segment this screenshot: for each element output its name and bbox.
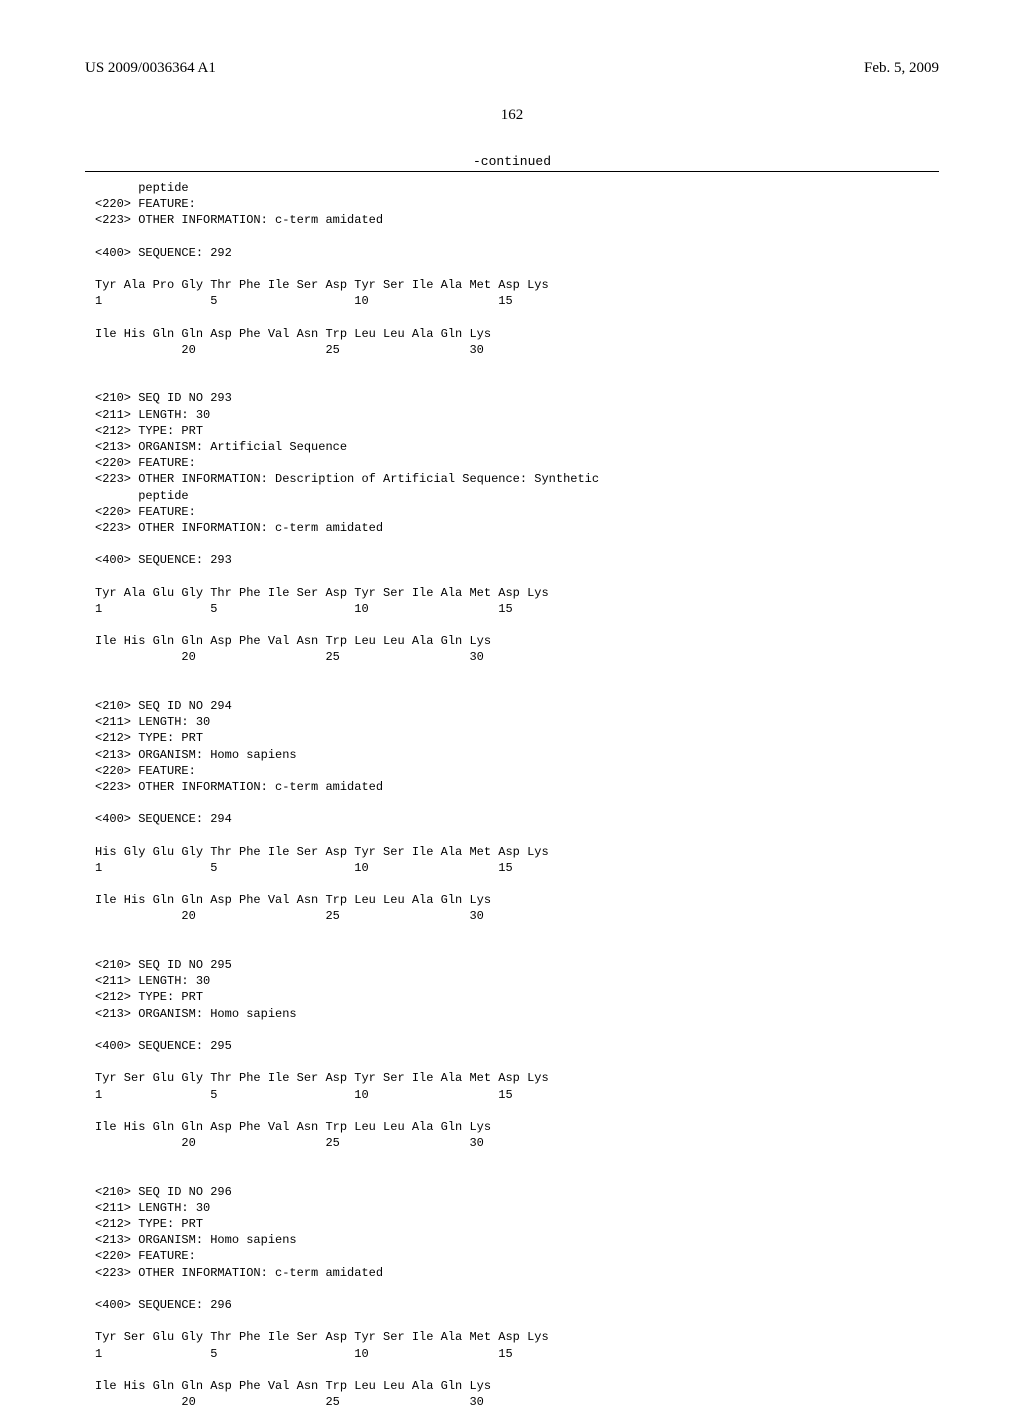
page-container: US 2009/0036364 A1 Feb. 5, 2009 162 -con… bbox=[0, 0, 1024, 1320]
sequence-gap bbox=[95, 666, 939, 698]
sequence-block-296: <210> SEQ ID NO 296 <211> LENGTH: 30 <21… bbox=[95, 1184, 939, 1410]
page-number: 162 bbox=[85, 107, 939, 124]
sequence-gap bbox=[95, 925, 939, 957]
publication-number: US 2009/0036364 A1 bbox=[85, 60, 216, 77]
sequence-block-292-tail: peptide <220> FEATURE: <223> OTHER INFOR… bbox=[95, 180, 939, 358]
sequence-gap bbox=[95, 1151, 939, 1183]
sequence-gap bbox=[95, 358, 939, 390]
sequence-block-295: <210> SEQ ID NO 295 <211> LENGTH: 30 <21… bbox=[95, 957, 939, 1151]
continued-label: -continued bbox=[85, 154, 939, 169]
divider-top bbox=[85, 171, 939, 172]
sequence-block-293: <210> SEQ ID NO 293 <211> LENGTH: 30 <21… bbox=[95, 390, 939, 665]
sequence-block-294: <210> SEQ ID NO 294 <211> LENGTH: 30 <21… bbox=[95, 698, 939, 925]
publication-date: Feb. 5, 2009 bbox=[864, 60, 939, 77]
header-row: US 2009/0036364 A1 Feb. 5, 2009 bbox=[85, 60, 939, 77]
